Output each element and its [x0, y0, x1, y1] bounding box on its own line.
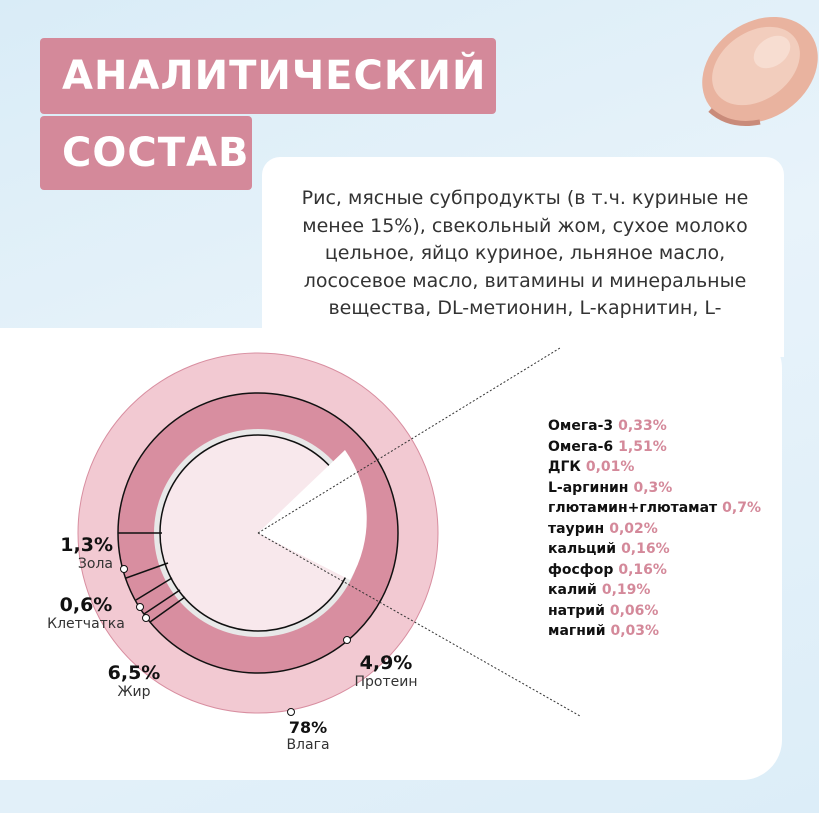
fat-name: Жир [117, 684, 151, 700]
nutrient-value: 0,06% [609, 602, 659, 619]
nutrient-value: 0,3% [633, 479, 673, 496]
nutrient-name: натрий [548, 602, 605, 619]
ingredients-line: цельное, яйцо куриное, льняное масло, [324, 242, 726, 264]
label-moisture: 78% Влага [280, 718, 336, 753]
inner-cutout [258, 450, 367, 580]
nutrient-row: фосфор 0,16% [548, 560, 761, 581]
title-line-1: АНАЛИТИЧЕСКИЙ [40, 38, 496, 114]
nutrient-value: 0,33% [618, 418, 667, 434]
ring-outer-border [77, 352, 439, 714]
nutrient-value: 1,51% [618, 438, 667, 455]
nutrient-name: L-аргинин [548, 479, 629, 496]
marker-fat [142, 614, 150, 622]
marker-fiber [136, 603, 144, 611]
meat-slice-icon [702, 16, 818, 126]
pointer-line-bottom [257, 532, 581, 717]
nutrient-name: Омега-3 [548, 418, 614, 434]
label-ash: 1,3% Зола [55, 534, 113, 572]
nutrient-name: магний [548, 623, 606, 639]
nutrient-value: 0,7% [722, 500, 761, 516]
nutrient-name: Омега-6 [548, 438, 614, 455]
nutrient-row: кальций 0,16% [548, 539, 761, 560]
moisture-value: 78% [288, 718, 328, 737]
ingredients-line: менее 15%), свекольный жом, сухое молоко [302, 214, 748, 237]
nutrient-value: 0,16% [621, 541, 670, 557]
nutrient-row: Омега-6 1,51% [548, 437, 761, 458]
ash-name: Зола [77, 556, 113, 572]
nutrient-row: магний 0,03% [548, 621, 761, 642]
nutrients-list: Омега-3 0,33% Омега-6 1,51% ДГК 0,01% L-арг… [548, 416, 761, 642]
title-line-2: СОСТАВ [40, 116, 252, 190]
protein-name: Протеин [354, 674, 418, 690]
nutrient-row: натрий 0,06% [548, 601, 761, 622]
nutrient-name: фосфор [548, 561, 614, 578]
segment-divider-fat2 [143, 589, 181, 615]
nutrient-name: глютамин+глютамат [548, 500, 718, 516]
nutrient-name: таурин [548, 520, 605, 537]
nutrient-value: 0,16% [618, 561, 667, 578]
pointer-line-top [257, 347, 561, 534]
nutrient-name: калий [548, 582, 597, 598]
nutrient-value: 0,19% [601, 582, 651, 598]
nutrient-row: таурин 0,02% [548, 519, 761, 540]
marker-moisture [287, 708, 295, 716]
nutrient-value: 0,02% [609, 520, 658, 537]
moisture-name: Влага [286, 737, 330, 753]
nutrient-row: ДГК 0,01% [548, 457, 761, 478]
nutrient-value: 0,01% [585, 459, 635, 475]
nutrient-name: кальций [548, 541, 617, 557]
ingredients-line: Рис, мясные субпродукты (в т.ч. куриные … [301, 187, 749, 209]
label-protein: 4,9% Протеин [348, 652, 424, 690]
marker-ash [120, 565, 128, 573]
ash-value: 1,3% [60, 534, 113, 556]
fiber-name: Клетчатка [47, 616, 125, 632]
segment-divider-fiber [125, 562, 169, 579]
nutrient-value: 0,03% [610, 623, 660, 639]
fiber-value: 0,6% [59, 594, 113, 616]
fat-value: 6,5% [107, 662, 161, 684]
protein-value: 4,9% [359, 652, 413, 674]
nutrient-row: L-аргинин 0,3% [548, 478, 761, 499]
ingredients-line: лососевое масло, витамины и минеральные [303, 269, 747, 292]
segment-divider-protein [149, 596, 186, 623]
nutrient-row: глютамин+глютамат 0,7% [548, 498, 761, 519]
nutrient-name: ДГК [548, 459, 581, 475]
nutrient-row: калий 0,19% [548, 580, 761, 601]
ingredients-text: Рис, мясные субпродукты (в т.ч. куриные … [282, 185, 768, 350]
nutrient-row: Омега-3 0,33% [548, 416, 761, 437]
label-fat: 6,5% Жир [104, 662, 164, 700]
segment-divider-fat1 [135, 577, 173, 601]
label-fiber: 0,6% Клетчатка [44, 594, 128, 632]
ingredients-card [262, 157, 784, 357]
marker-protein [343, 636, 351, 644]
